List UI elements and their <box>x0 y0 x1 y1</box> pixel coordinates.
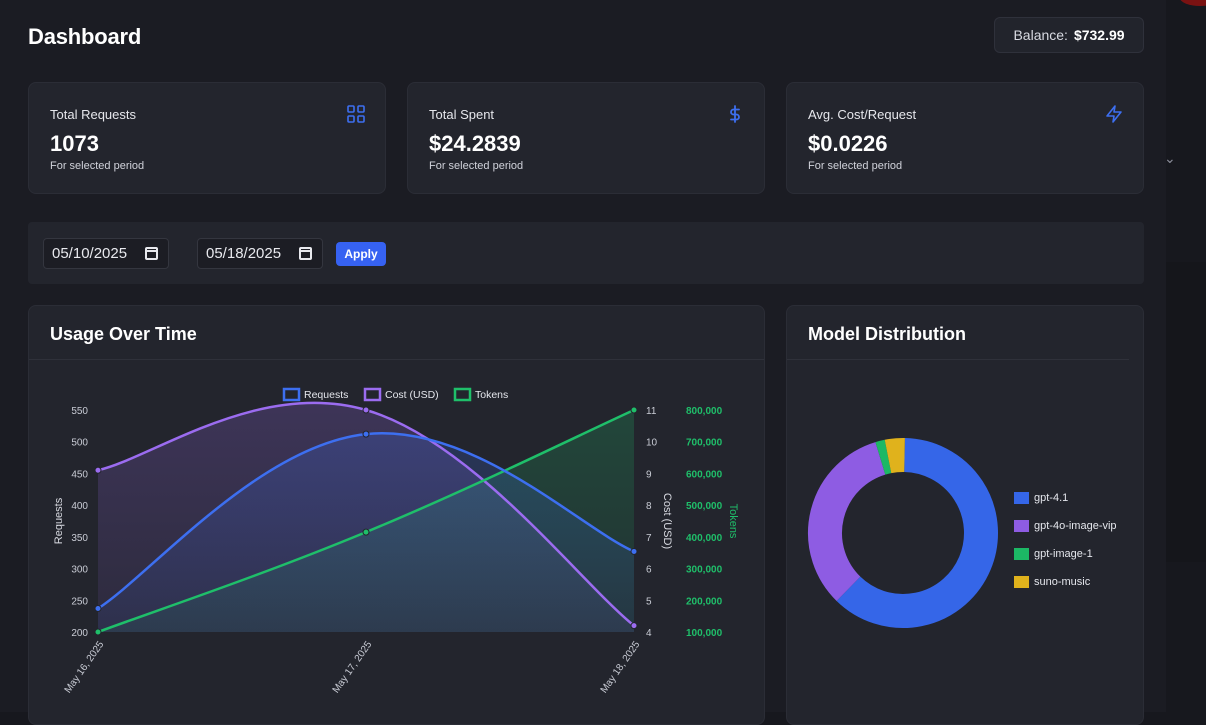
legend-label: suno-music <box>1034 576 1091 588</box>
legend-swatch <box>1014 548 1029 560</box>
calendar-icon[interactable] <box>145 247 158 260</box>
start-date-value: 05/10/2025 <box>52 245 128 262</box>
legend-label: gpt-4o-image-vip <box>1034 520 1117 532</box>
y3-tick-label: 600,000 <box>686 469 723 480</box>
card-label: Total Requests <box>50 107 136 122</box>
donut-legend: gpt-4.1 gpt-4o-image-vip gpt-image-1 suno-m… <box>1014 484 1117 596</box>
card-total-spent: Total Spent $24.2839 For selected period <box>407 82 765 194</box>
y-tick-label: 200 <box>71 628 88 639</box>
legend-item[interactable]: gpt-4o-image-vip <box>1014 512 1117 540</box>
legend-label: Tokens <box>475 389 508 401</box>
y3-tick-label: 400,000 <box>686 533 723 544</box>
y2-tick-label: 5 <box>646 596 652 607</box>
data-point <box>94 466 102 474</box>
panel-title: Usage Over Time <box>50 324 197 344</box>
chevron-down-icon[interactable]: ⌄ <box>1164 150 1176 166</box>
data-point <box>362 430 370 438</box>
panel-title: Model Distribution <box>808 324 966 344</box>
y-tick-label: 400 <box>71 501 88 512</box>
donut-slice <box>808 442 886 601</box>
divider <box>29 359 764 360</box>
y2-tick-label: 6 <box>646 565 652 576</box>
legend-label: Requests <box>304 389 348 401</box>
y2-tick-label: 10 <box>646 438 658 449</box>
end-date-value: 05/18/2025 <box>206 245 282 262</box>
y-axis-title: Requests <box>53 497 65 544</box>
data-point <box>362 406 370 414</box>
lightning-icon <box>1106 105 1122 123</box>
y3-tick-label: 700,000 <box>686 438 723 449</box>
y3-tick-label: 800,000 <box>686 406 723 417</box>
balance-value: $732.99 <box>1073 27 1125 43</box>
usage-line-chart: 200 250 300 350 400 450 500 550 4 5 6 7 8 9 10 11 100,00… <box>53 387 739 695</box>
legend-swatch <box>1014 520 1029 532</box>
card-sub: For selected period <box>808 160 903 172</box>
y2-tick-label: 4 <box>646 628 652 639</box>
card-label: Total Spent <box>429 107 495 122</box>
y3-tick-label: 100,000 <box>686 628 723 639</box>
page-title: Dashboard <box>28 24 142 49</box>
data-point <box>94 628 102 636</box>
x-tick-label: May 17, 2025 <box>331 639 375 695</box>
y3-tick-label: 200,000 <box>686 596 723 607</box>
y2-tick-label: 9 <box>646 469 652 480</box>
legend-item[interactable]: suno-music <box>1014 568 1117 596</box>
y3-tick-label: 300,000 <box>686 565 723 576</box>
side-panel-edge <box>1166 262 1206 562</box>
corner-indicator <box>1180 0 1206 6</box>
y-tick-label: 450 <box>71 469 88 480</box>
y2-tick-label: 7 <box>646 533 652 544</box>
data-point <box>630 547 638 555</box>
y3-axis-title: Tokens <box>727 504 739 539</box>
legend-label: gpt-4.1 <box>1034 492 1069 504</box>
balance-label: Balance: <box>1013 27 1068 43</box>
data-point <box>630 622 638 630</box>
start-date-input[interactable]: 05/10/2025 <box>43 238 169 269</box>
y-tick-label: 300 <box>71 565 88 576</box>
y2-axis-title: Cost (USD) <box>661 493 673 549</box>
card-value: $0.0226 <box>808 131 888 156</box>
y-tick-label: 550 <box>71 406 88 417</box>
donut-slice <box>875 439 892 475</box>
card-value: 1073 <box>50 131 99 156</box>
y-tick-label: 500 <box>71 438 88 449</box>
card-sub: For selected period <box>429 160 524 172</box>
y3-tick-label: 500,000 <box>686 501 723 512</box>
dollar-icon <box>730 105 740 123</box>
legend-item[interactable]: gpt-image-1 <box>1014 540 1117 568</box>
legend-swatch <box>1014 492 1029 504</box>
divider <box>787 359 1129 360</box>
card-total-requests: Total Requests 1073 For selected period <box>28 82 386 194</box>
apply-button[interactable]: Apply <box>336 242 386 266</box>
y2-tick-label: 8 <box>646 501 652 512</box>
legend-swatch <box>282 387 301 402</box>
y-tick-label: 350 <box>71 533 88 544</box>
balance-badge: Balance: $732.99 <box>994 17 1144 53</box>
legend-swatch <box>363 387 382 402</box>
data-point <box>94 605 102 613</box>
donut-slice <box>884 438 905 474</box>
legend-label: Cost (USD) <box>385 389 439 401</box>
end-date-input[interactable]: 05/18/2025 <box>197 238 323 269</box>
grid-icon <box>347 105 365 123</box>
card-avg-cost: Avg. Cost/Request $0.0226 For selected p… <box>786 82 1144 194</box>
card-value: $24.2839 <box>429 131 521 156</box>
card-label: Avg. Cost/Request <box>808 107 917 122</box>
donut-slice <box>836 438 998 628</box>
main-content: Dashboard Balance: $732.99 Total Request… <box>28 17 1144 725</box>
calendar-icon[interactable] <box>299 247 312 260</box>
legend-swatch <box>1014 576 1029 588</box>
y-tick-label: 250 <box>71 596 88 607</box>
x-tick-label: May 18, 2025 <box>599 639 643 695</box>
card-sub: For selected period <box>50 160 145 172</box>
data-point <box>362 528 370 536</box>
x-tick-label: May 16, 2025 <box>63 639 107 695</box>
legend-label: gpt-image-1 <box>1034 548 1093 560</box>
y2-tick-label: 11 <box>646 406 657 417</box>
date-filter-bar: 05/10/2025 to 05/18/2025 <box>28 222 1144 284</box>
model-donut-chart <box>808 438 998 628</box>
legend-item[interactable]: gpt-4.1 <box>1014 484 1117 512</box>
legend-swatch <box>453 387 472 402</box>
data-point <box>630 406 638 414</box>
